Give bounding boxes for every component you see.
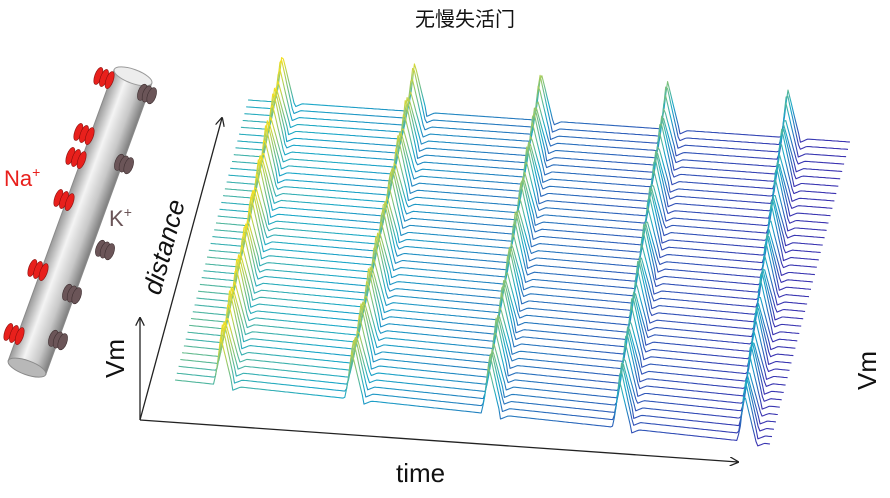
voltage-trace	[244, 68, 847, 158]
voltage-trace	[176, 324, 773, 440]
voltage-trace	[215, 187, 815, 276]
voltage-trace	[235, 104, 837, 195]
ion-channels	[3, 67, 157, 351]
voltage-trace	[187, 286, 784, 395]
voltage-trace	[183, 304, 780, 410]
axon-cylinder	[7, 66, 153, 378]
voltage-trace	[174, 337, 771, 447]
voltage-traces	[174, 57, 851, 447]
k-label-sup: +	[124, 204, 132, 220]
time-label: time	[396, 458, 445, 488]
voltage-trace	[246, 59, 849, 150]
na-label-text: Na	[4, 166, 33, 191]
distance-axis	[139, 118, 222, 421]
na-channel-icon	[27, 259, 49, 281]
figure-title: 无慢失活门	[415, 7, 515, 31]
voltage-trace	[219, 159, 819, 262]
na-channel-icon	[53, 189, 75, 211]
voltage-trace	[182, 317, 778, 417]
vm-right-label: Vm	[852, 351, 882, 390]
voltage-trace	[247, 57, 851, 143]
na-label: Na+	[4, 164, 40, 191]
k-label-text: K	[109, 206, 124, 231]
distance-label: distance	[137, 196, 191, 297]
voltage-trace	[240, 86, 843, 173]
time-axis	[139, 419, 738, 462]
voltage-trace	[224, 152, 825, 239]
voltage-trace	[242, 80, 845, 165]
na-channel-icon	[93, 67, 115, 89]
k-channel-icon	[95, 239, 115, 261]
voltage-trace	[233, 116, 835, 202]
na-channel-icon	[73, 123, 95, 145]
k-channel-icon	[114, 153, 134, 175]
na-channel-icon	[3, 323, 25, 345]
voltage-trace	[231, 121, 833, 209]
k-label: K+	[109, 204, 132, 231]
voltage-trace	[180, 322, 776, 425]
voltage-trace	[221, 154, 821, 254]
voltage-trace	[192, 269, 790, 373]
voltage-trace	[185, 290, 782, 402]
axes	[140, 118, 738, 462]
voltage-trace	[190, 281, 788, 380]
voltage-trace	[223, 156, 823, 247]
k-channel-icon	[137, 83, 157, 105]
voltage-trace	[194, 258, 792, 365]
vm-left-label: Vm	[100, 339, 130, 378]
voltage-trace	[237, 93, 839, 188]
voltage-trace	[239, 87, 841, 180]
na-channel-icon	[65, 147, 87, 169]
voltage-trace	[228, 125, 829, 224]
voltage-trace	[189, 287, 786, 387]
voltage-trace	[226, 140, 827, 232]
voltage-trace	[217, 173, 817, 269]
voltage-trace	[178, 321, 774, 432]
k-channel-icon	[48, 329, 68, 351]
na-label-sup: +	[32, 164, 40, 180]
voltage-trace	[230, 120, 831, 217]
k-channel-icon	[62, 283, 82, 305]
